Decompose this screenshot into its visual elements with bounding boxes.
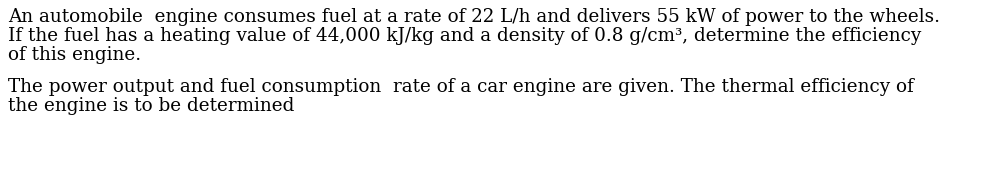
- Text: the engine is to be determined: the engine is to be determined: [8, 97, 294, 115]
- Text: An automobile  engine consumes fuel at a rate of 22 L/h and delivers 55 kW of po: An automobile engine consumes fuel at a …: [8, 8, 940, 26]
- Text: The power output and fuel consumption  rate of a car engine are given. The therm: The power output and fuel consumption ra…: [8, 78, 914, 96]
- Text: If the fuel has a heating value of 44,000 kJ/kg and a density of 0.8 g/cm³, dete: If the fuel has a heating value of 44,00…: [8, 27, 921, 45]
- Text: of this engine.: of this engine.: [8, 46, 141, 64]
